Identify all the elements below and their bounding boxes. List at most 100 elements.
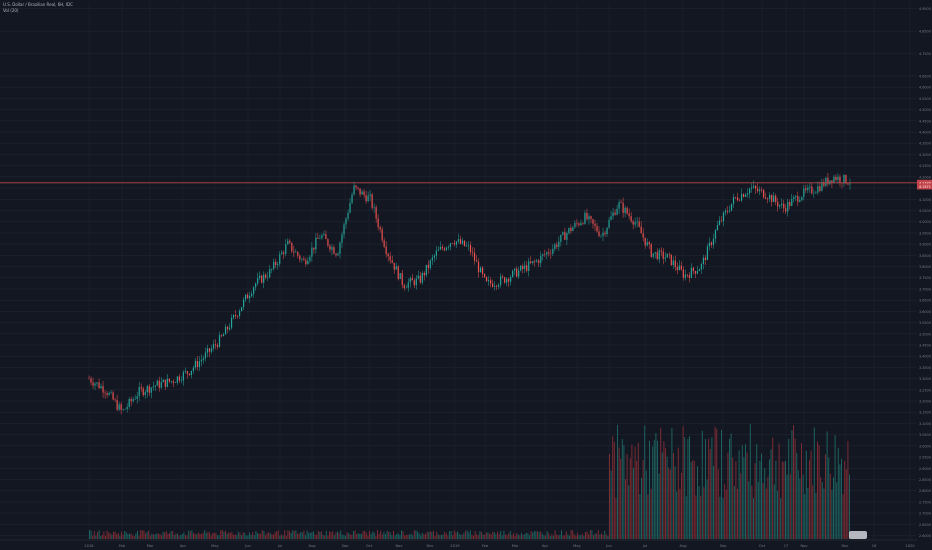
volume-bar [229, 532, 231, 539]
volume-bar [717, 469, 719, 539]
candle-body [331, 247, 333, 250]
candle-body [634, 222, 636, 225]
candle-body [556, 244, 558, 247]
volume-bar [433, 530, 434, 539]
price-tick-label: 2.7500 [919, 500, 931, 504]
volume-bar [329, 531, 330, 539]
volume-bar [794, 438, 796, 539]
candle-body [192, 367, 195, 371]
volume-bar [308, 532, 310, 539]
volume-bar [589, 530, 591, 539]
volume-bar [618, 447, 620, 539]
volume-bar [791, 430, 793, 539]
candle-body [465, 245, 468, 247]
candle-body [755, 185, 757, 189]
candle-body [586, 212, 588, 220]
candle-body [849, 183, 851, 185]
volume-bar [410, 533, 412, 539]
volume-bar [314, 534, 316, 539]
candle-body [393, 262, 395, 270]
volume-bar [847, 440, 849, 539]
volume-bar [845, 469, 847, 539]
volume-bar [650, 488, 652, 539]
volume-bar [698, 486, 700, 539]
candle-body [397, 266, 399, 279]
volume-bar [220, 530, 222, 539]
candle-body [202, 358, 205, 360]
candle-body [146, 386, 148, 393]
volume-bar [636, 460, 638, 539]
volume-legend[interactable]: Vol (20) [3, 8, 19, 13]
candle-body [785, 208, 787, 212]
time-tick-label: Oct [366, 544, 373, 548]
volume-bar [633, 467, 634, 539]
volume-bar [793, 425, 794, 539]
candle-body [847, 183, 849, 185]
volume-bar [89, 530, 90, 539]
volume-bar [671, 427, 673, 539]
candle-body [122, 409, 124, 410]
candle-body [702, 257, 705, 264]
candle-body [602, 232, 604, 236]
volume-bar [226, 533, 228, 539]
price-tick-label: 3.1500 [919, 411, 931, 415]
volume-bar [833, 477, 834, 539]
candle-body [263, 274, 265, 283]
price-tick-label: 3.4500 [919, 343, 931, 347]
candle-body [650, 244, 652, 257]
volume-bar [516, 533, 518, 539]
price-tag-box [917, 179, 932, 186]
candle-body [291, 242, 293, 252]
candle-body [520, 265, 522, 271]
candle-body [319, 238, 321, 239]
volume-bar [186, 535, 188, 539]
volume-bar [426, 531, 428, 539]
volume-bar [759, 461, 761, 539]
candle-body [749, 188, 751, 194]
candle-body [92, 382, 94, 386]
candle-body [614, 212, 616, 215]
volume-bar [289, 531, 290, 539]
volume-bar [709, 449, 711, 539]
volume-bar [681, 472, 682, 539]
volume-bar [149, 535, 151, 539]
volume-bar [625, 479, 626, 539]
candle-body [212, 344, 215, 349]
volume-bar [393, 530, 394, 539]
volume-bar [140, 530, 142, 539]
volume-bar [628, 485, 630, 539]
candle-body [469, 245, 472, 253]
volume-bar [767, 476, 769, 539]
candle-body [714, 230, 717, 239]
volume-bar [101, 534, 103, 539]
volume-bar [111, 534, 113, 539]
volume-bar [444, 532, 446, 539]
volume-bar [332, 531, 334, 539]
volume-bar [159, 534, 161, 539]
candle-body [273, 261, 275, 269]
candle-body [704, 257, 707, 260]
candle-body [636, 221, 638, 223]
candle-body [576, 222, 578, 224]
volume-bar [397, 533, 399, 539]
volume-bar [129, 533, 130, 539]
candle-body [365, 195, 367, 202]
symbol-legend[interactable]: U.S. Dollar / Brazilian Real, 6H, IDC [3, 2, 73, 7]
volume-bar [727, 452, 729, 539]
volume-bar [292, 530, 294, 539]
volume-bar [513, 533, 514, 539]
candle-body [829, 180, 831, 185]
candle-body [771, 195, 773, 203]
time-tick-label: Jul [642, 544, 647, 548]
volume-bar [533, 531, 535, 539]
volume-bar [716, 429, 718, 539]
candle-body [174, 382, 176, 384]
candle-body [560, 234, 562, 242]
time-axis[interactable]: 2018 Feb Mar Apr May Jun Jul Aug Sep Oct Nov Dec 201… [0, 539, 917, 548]
volume-bar [527, 533, 529, 539]
volume-bar [237, 531, 239, 539]
volume-bar [653, 440, 655, 539]
volume-bar [492, 531, 494, 539]
candle-body [552, 248, 554, 254]
